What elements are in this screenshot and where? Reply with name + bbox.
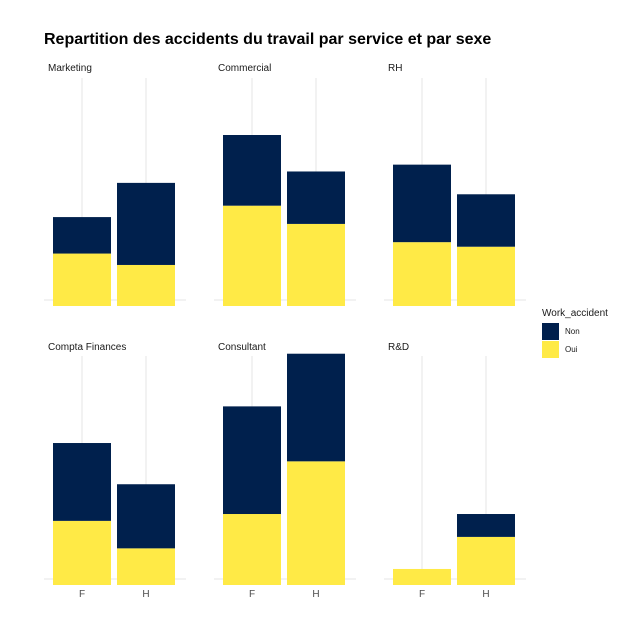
bar-commercial-h-non	[287, 171, 345, 224]
bar-rh-h-non	[457, 194, 515, 247]
facet-r-d: R&D F H	[384, 342, 526, 600]
bar-consultant-h-non	[287, 353, 345, 462]
facet-label-rh: RH	[388, 63, 402, 74]
facet-consultant: Consultant F H	[214, 342, 356, 600]
x-tick-label-h: H	[312, 589, 319, 600]
bar-rh-f-oui	[393, 242, 451, 306]
x-tick-label-f: F	[79, 589, 85, 600]
bar-commercial-f-non	[223, 135, 281, 206]
bar-rh-h-oui	[457, 246, 515, 306]
facet-label-consultant: Consultant	[218, 342, 266, 353]
bar-marketing-f-oui	[53, 253, 111, 306]
facet-label-marketing: Marketing	[48, 63, 92, 74]
x-tick-label-h: H	[482, 589, 489, 600]
bar-consultant-f-oui	[223, 514, 281, 585]
legend-swatch-non	[542, 323, 559, 340]
bar-marketing-f-non	[53, 217, 111, 254]
bar-compta-finances-h-non	[117, 484, 175, 549]
bar-marketing-h-oui	[117, 264, 175, 306]
bar-rh-f-non	[393, 164, 451, 243]
facet-label-compta-finances: Compta Finances	[48, 342, 126, 353]
bar-consultant-h-oui	[287, 461, 345, 585]
bar-r-d-f-oui	[393, 568, 451, 585]
x-tick-label-h: H	[142, 589, 149, 600]
bar-compta-finances-f-non	[53, 443, 111, 521]
bar-commercial-f-oui	[223, 205, 281, 306]
bar-consultant-f-non	[223, 406, 281, 515]
chart-title: Repartition des accidents du travail par…	[44, 31, 491, 48]
legend-title: Work_accident	[542, 308, 608, 319]
bar-r-d-h-oui	[457, 536, 515, 585]
facet-rh: RH	[384, 63, 526, 306]
facet-compta-finances: Compta Finances F H	[44, 342, 186, 600]
facet-marketing: Marketing	[44, 63, 186, 306]
legend-label-oui: Oui	[565, 345, 578, 354]
x-tick-label-f: F	[419, 589, 425, 600]
facet-label-r-d: R&D	[388, 342, 409, 353]
bar-compta-finances-h-oui	[117, 548, 175, 585]
bar-commercial-h-oui	[287, 223, 345, 306]
bar-r-d-h-non	[457, 514, 515, 537]
facet-commercial: Commercial	[214, 63, 356, 306]
legend-swatch-oui	[542, 341, 559, 358]
legend-label-non: Non	[565, 327, 580, 336]
bar-compta-finances-f-oui	[53, 520, 111, 585]
x-tick-label-f: F	[249, 589, 255, 600]
legend: Work_accident Non Oui	[542, 308, 608, 358]
facet-label-commercial: Commercial	[218, 63, 271, 74]
bar-marketing-h-non	[117, 182, 175, 265]
